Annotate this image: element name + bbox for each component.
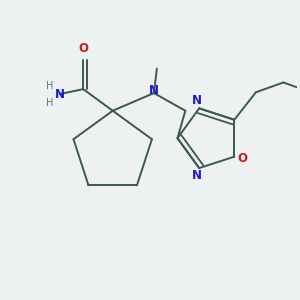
Text: H: H: [46, 81, 54, 91]
Text: N: N: [192, 169, 202, 182]
Text: H: H: [46, 98, 54, 108]
Text: N: N: [192, 94, 202, 107]
Text: N: N: [55, 88, 65, 100]
Text: O: O: [237, 152, 247, 165]
Text: N: N: [149, 84, 159, 97]
Text: O: O: [78, 42, 88, 55]
